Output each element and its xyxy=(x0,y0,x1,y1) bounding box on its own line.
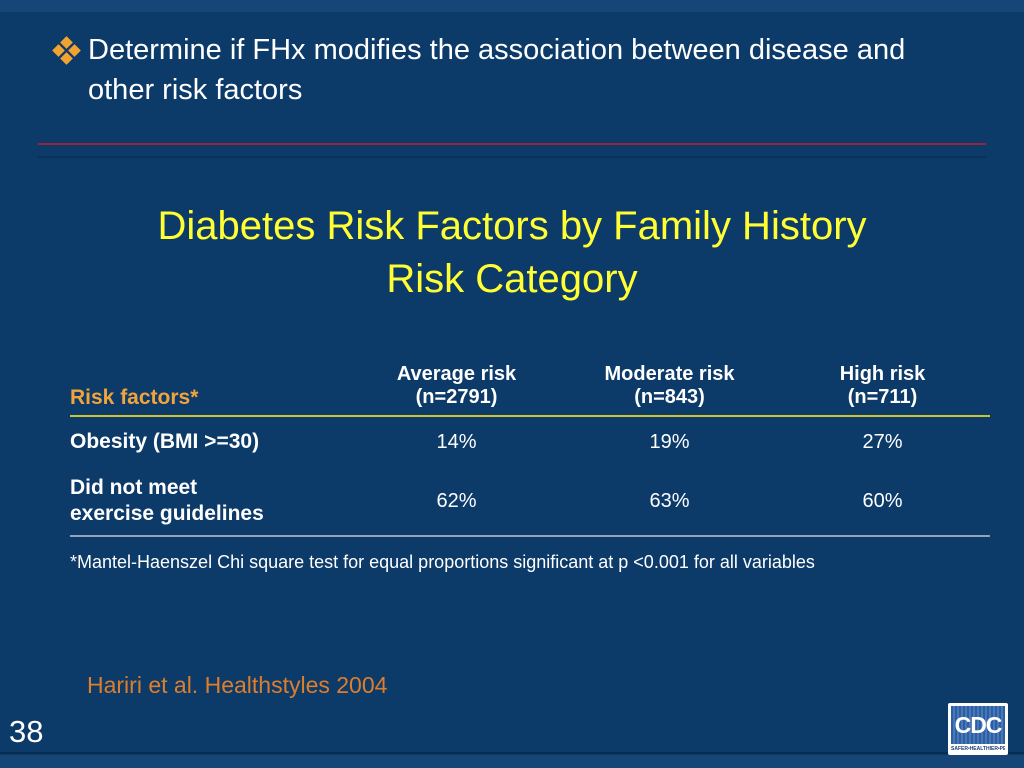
bullet-item: Determine if FHx modifies the associatio… xyxy=(52,30,984,110)
row-label: Obesity (BMI >=30) xyxy=(70,429,260,453)
top-band xyxy=(0,0,1024,12)
bottom-band xyxy=(0,755,1024,768)
table-header-row: Risk factors* Average risk (n=2791) Mode… xyxy=(70,352,990,417)
slide-page-number: 38 xyxy=(9,714,44,749)
diamond-cluster-bullet-icon xyxy=(52,36,81,65)
table-header-average-risk: Average risk (n=2791) xyxy=(350,363,563,410)
column-label: Moderate risk xyxy=(604,362,735,385)
row-label: Did not meet exercise guidelines xyxy=(70,475,264,525)
cell-value: 63% xyxy=(649,489,690,512)
red-divider-line xyxy=(38,143,986,145)
cdc-logo-tagline: SAFER•HEALTHIER•PEOPLE™ xyxy=(951,746,1005,752)
cdc-logo-text: CDC xyxy=(954,711,1003,738)
risk-factors-table: Risk factors* Average risk (n=2791) Mode… xyxy=(70,352,990,537)
bullet-text: Determine if FHx modifies the associatio… xyxy=(88,34,906,107)
cell-value: 27% xyxy=(862,430,903,453)
cdc-logo-square: CDC xyxy=(951,706,1005,744)
column-sub-label: (n=843) xyxy=(634,386,705,409)
cell-value: 19% xyxy=(649,430,690,453)
cell-value: 60% xyxy=(862,489,903,512)
column-label: High risk xyxy=(839,362,926,385)
table-row: Did not meet exercise guidelines 62% 63%… xyxy=(70,467,990,537)
table-header-moderate-risk: Moderate risk (n=843) xyxy=(563,363,776,410)
source-citation: Hariri et al. Healthstyles 2004 xyxy=(87,672,388,698)
cdc-logo: CDC SAFER•HEALTHIER•PEOPLE™ xyxy=(948,703,1008,755)
table-header-high-risk: High risk (n=711) xyxy=(776,363,989,410)
slide-title: Diabetes Risk Factors by Family History … xyxy=(157,204,867,301)
subtle-divider-line xyxy=(38,156,986,158)
column-sub-label: (n=2791) xyxy=(415,386,498,409)
table-footnote: *Mantel-Haenszel Chi square test for equ… xyxy=(70,552,815,572)
cell-value: 62% xyxy=(436,489,477,512)
cell-value: 14% xyxy=(436,430,477,453)
table-header-risk-factors: Risk factors* xyxy=(70,386,199,409)
column-sub-label: (n=711) xyxy=(847,386,918,409)
table-row: Obesity (BMI >=30) 14% 19% 27% xyxy=(70,417,990,467)
column-label: Average risk xyxy=(396,362,517,385)
bottom-divider-line xyxy=(0,752,1024,754)
